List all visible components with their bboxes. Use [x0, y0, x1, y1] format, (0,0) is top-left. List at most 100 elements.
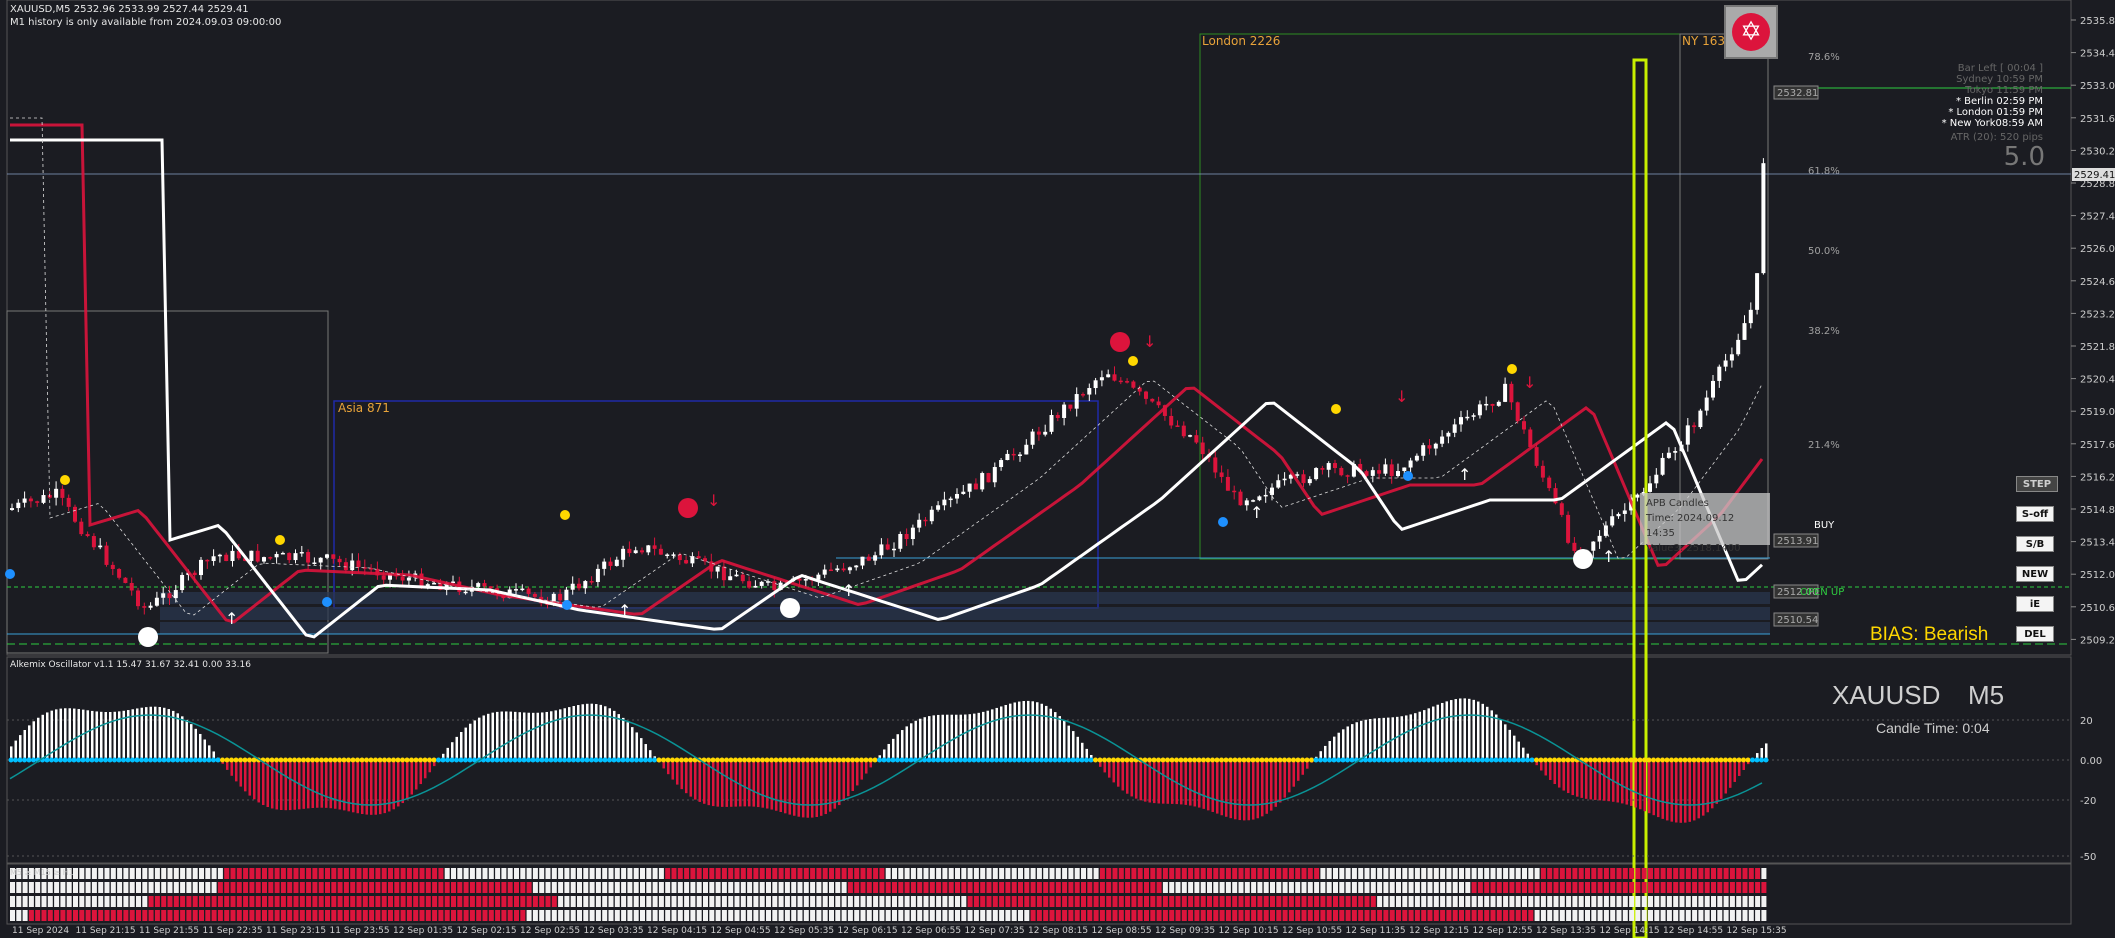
osc-bar — [1616, 760, 1619, 803]
mtf-cell — [1648, 910, 1653, 921]
osc-bar — [1013, 702, 1016, 760]
mtf-cell — [350, 868, 356, 879]
mtf-cell — [652, 896, 658, 907]
mtf-cell — [589, 882, 595, 893]
candle-body — [60, 488, 65, 498]
mtf-cell — [766, 868, 771, 879]
osc-zero-dot — [1547, 757, 1553, 763]
osc-bar — [689, 760, 692, 797]
candle-body — [721, 566, 726, 581]
mtf-cell — [671, 910, 677, 921]
mtf-cell — [1585, 910, 1590, 921]
candle-body — [1761, 163, 1766, 274]
mtf-cell — [1622, 868, 1628, 879]
mtf-cell — [54, 882, 60, 893]
mtf-cell — [873, 868, 879, 879]
osc-zero-dot — [1696, 757, 1701, 763]
mtf-cell — [236, 882, 242, 893]
mtf-cell — [1043, 910, 1049, 921]
mtf-cell — [217, 910, 223, 921]
osc-bar — [1000, 706, 1003, 760]
price-scale-label: 2526.00 — [2080, 244, 2115, 255]
osc-zero-dot — [692, 757, 698, 763]
osc-bar — [644, 744, 647, 760]
mtf-cell — [583, 882, 589, 893]
step-button[interactable]: STEP — [2016, 476, 2058, 492]
osc-zero-dot — [526, 757, 531, 763]
candle-body — [1036, 431, 1041, 435]
candle-body — [1257, 496, 1262, 501]
mtf-cell — [262, 882, 267, 893]
mtf-cell — [539, 868, 545, 879]
star-of-david-icon[interactable]: ✡ — [1724, 5, 1778, 59]
mtf-cell — [936, 896, 942, 907]
mtf-cell — [860, 868, 866, 879]
mtf-cell — [444, 910, 450, 921]
mtf-cell — [1484, 910, 1490, 921]
open-up-signal: OPEN UP — [1800, 587, 1845, 598]
time-axis-label: 12 Sep 06:15 — [838, 926, 898, 936]
osc-bar — [1423, 710, 1426, 760]
session-asia-label: Asia 871 — [338, 401, 390, 415]
candle-body — [1200, 442, 1205, 455]
candle-body — [381, 575, 386, 580]
osc-bar — [500, 711, 503, 760]
mtf-cell — [810, 882, 816, 893]
mtf-cell — [766, 910, 771, 921]
mtf-cell — [91, 882, 97, 893]
mtf-cell — [1717, 882, 1723, 893]
mtf-cell — [110, 910, 116, 921]
osc-bar — [1486, 706, 1489, 760]
osc-zero-dot — [1646, 757, 1652, 763]
osc-zero-dot — [710, 757, 716, 763]
candle-body — [1068, 404, 1073, 409]
mtf-cell — [961, 910, 967, 921]
candle-body — [243, 558, 248, 561]
candle-body — [1692, 425, 1697, 428]
s-off-button[interactable]: S-off — [2016, 506, 2054, 522]
osc-bar — [1450, 700, 1453, 760]
new-button[interactable]: NEW — [2016, 566, 2054, 582]
mtf-cell — [224, 896, 230, 907]
mtf-cell — [388, 896, 393, 907]
mtf-cell — [1477, 910, 1483, 921]
osc-bar — [667, 760, 670, 775]
osc-zero-dot — [1376, 757, 1382, 763]
mtf-cell — [343, 882, 349, 893]
osc-bar — [1076, 736, 1079, 760]
mtf-cell — [1257, 896, 1263, 907]
mtf-cell — [54, 896, 60, 907]
mtf-cell — [753, 896, 759, 907]
osc-bar — [401, 760, 404, 804]
candle-body — [1389, 464, 1394, 477]
mtf-cell — [1175, 868, 1181, 879]
mtf-cell — [847, 910, 853, 921]
apb-tooltip: APB Candles Time: 2024.09.12 14:35 Value… — [1640, 493, 1770, 554]
mtf-cell — [1540, 896, 1546, 907]
mtf-cell — [249, 882, 255, 893]
mtf-cell — [514, 882, 519, 893]
mtf-cell — [684, 882, 690, 893]
mtf-cell — [136, 868, 141, 879]
s-b-button[interactable]: S/B — [2016, 536, 2054, 552]
mtf-cell — [123, 882, 129, 893]
mtf-cell — [293, 882, 299, 893]
mtf-cell — [1144, 896, 1149, 907]
candle-body — [759, 581, 764, 586]
ie-button[interactable]: iE — [2016, 596, 2054, 612]
del-button[interactable]: DEL — [2016, 626, 2054, 642]
mtf-cell — [778, 896, 784, 907]
mtf-cell — [1440, 868, 1446, 879]
mtf-cell — [1452, 896, 1458, 907]
osc-zero-dot — [625, 757, 630, 763]
mtf-cell — [829, 896, 834, 907]
osc-bar — [68, 708, 71, 760]
mtf-cell — [1755, 882, 1761, 893]
osc-bar — [185, 719, 188, 760]
mtf-cell — [1471, 896, 1477, 907]
candle-body — [1131, 381, 1136, 388]
mtf-cell — [337, 882, 343, 893]
mtf-cell — [614, 910, 620, 921]
